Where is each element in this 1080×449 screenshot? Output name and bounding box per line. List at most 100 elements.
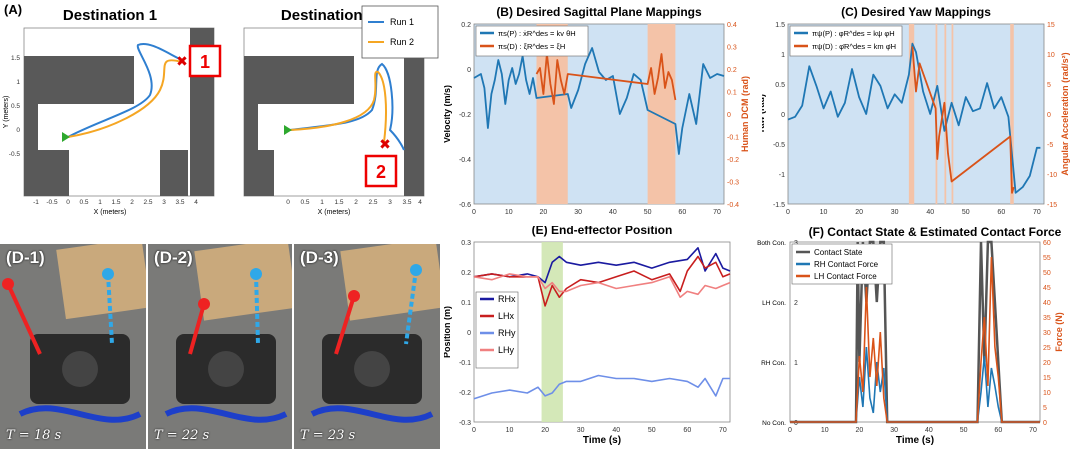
photo-d1-scene <box>0 244 146 449</box>
photo-d3: (D-3) T = 23 s <box>294 244 440 449</box>
dest1-goal-x: ✖ <box>176 53 188 69</box>
ytick-right-label: -0.4 <box>727 202 739 209</box>
xtick-label: 0 <box>472 427 476 434</box>
y-axis-right-label: Angular Acceleration (rad/s²) <box>1060 52 1070 175</box>
chart-b: (B) Desired Sagittal Plane Mappings 0.2 0 -… <box>444 5 750 216</box>
panel-a-label: (A) <box>4 2 23 17</box>
series-line--s-p- <box>473 47 725 155</box>
ytick-right-label: -10 <box>1047 172 1057 179</box>
dest1-title: Destination 1 <box>63 7 157 24</box>
ytick-right-label: -0.1 <box>727 135 739 142</box>
photo-d3-time: T = 23 s <box>300 428 356 443</box>
svg-text:1.5: 1.5 <box>111 199 120 206</box>
xtick-label: 10 <box>821 427 829 434</box>
xtick-label: 30 <box>577 427 585 434</box>
xtick-label: 60 <box>994 427 1002 434</box>
ytick-label: 0.2 <box>461 270 471 277</box>
ytick-right-label: 20 <box>1043 360 1051 367</box>
legend-box <box>475 25 589 57</box>
ytick-right-label: 0.4 <box>727 22 737 29</box>
ytick-right-label: 55 <box>1043 255 1051 262</box>
ytick-right-label: -0.2 <box>727 157 739 164</box>
svg-text:2.5: 2.5 <box>368 199 377 206</box>
xtick-label: 20 <box>540 209 548 216</box>
xtick-label: 40 <box>609 209 617 216</box>
xtick-label: 20 <box>855 209 863 216</box>
series-line--p- <box>787 42 1041 194</box>
xtick-label: 70 <box>719 427 727 434</box>
ytick-label: -0.2 <box>459 112 471 119</box>
x-axis-label: Time (s) <box>583 435 621 446</box>
xtick-label: 60 <box>997 209 1005 216</box>
ytick-right-label: -15 <box>1047 202 1057 209</box>
dest2-wall-mid <box>244 96 354 104</box>
legend-box <box>475 291 519 369</box>
ytick-label: 0.1 <box>461 300 471 307</box>
dest1-marker-number: 1 <box>200 52 210 72</box>
dest1-run2-path <box>67 59 183 138</box>
ytick-label: 0 <box>467 67 471 74</box>
legend-label: πψ(D) : φ̈R^des = km φ̈H <box>812 42 896 51</box>
ytick-label: 2 <box>794 300 798 307</box>
ytick-label: 1.5 <box>775 22 785 29</box>
y-axis-label: Velocity (m/s) <box>444 85 452 143</box>
photo-d2-label: (D-2) <box>154 248 193 267</box>
series-line--d- <box>911 46 1015 194</box>
xtick-label: 40 <box>926 209 934 216</box>
xtick-label: 10 <box>506 427 514 434</box>
svg-text:1: 1 <box>320 199 324 206</box>
ytick-label: -0.5 <box>773 142 785 149</box>
xtick-label: 40 <box>925 427 933 434</box>
svg-text:-0.5: -0.5 <box>46 199 58 206</box>
dest2-marker-number: 2 <box>376 162 386 182</box>
ytick-label: -0.2 <box>459 390 471 397</box>
y-axis-right-label: Human DCM (rad) <box>740 76 750 152</box>
svg-text:0: 0 <box>16 127 20 134</box>
dest1-ylabel: Y (meters) <box>3 96 10 129</box>
svg-text:0.5: 0.5 <box>300 199 309 206</box>
state-tick-label: No Con. <box>762 420 786 427</box>
legend-label: RHx <box>498 294 516 304</box>
ytick-right-label: -5 <box>1047 142 1053 149</box>
svg-text:0.5: 0.5 <box>79 199 88 206</box>
series-line-contact-state <box>790 240 1040 424</box>
svg-text:3.5: 3.5 <box>402 199 411 206</box>
legend-run1-label: Run 1 <box>390 17 414 27</box>
chart-c: (C) Desired Yaw Mappings 1.5 1 0.5 0 -0.5 -1 -1… <box>762 5 1070 216</box>
svg-text:1: 1 <box>98 199 102 206</box>
svg-text:1: 1 <box>16 79 20 86</box>
panel-a: (A) Destination 1 ✖ 1 1.5 1 0.5 0 -0.5 -… <box>0 0 440 240</box>
ytick-label: 0 <box>794 420 798 427</box>
legend-label: RHy <box>498 328 516 338</box>
photo-d3-scene <box>294 244 440 449</box>
legend-run2-label: Run 2 <box>390 37 414 47</box>
dest1-wall-top <box>24 56 134 96</box>
chart-title: (C) Desired Yaw Mappings <box>841 5 991 19</box>
xtick-label: 20 <box>541 427 549 434</box>
legend-label: RH Contact Force <box>814 260 879 269</box>
xtick-label: 10 <box>505 209 513 216</box>
xtick-label: 50 <box>644 209 652 216</box>
x-axis-label: Time (s) <box>896 435 934 446</box>
ytick-right-label: 0 <box>1047 112 1051 119</box>
ytick-label: 0.5 <box>775 82 785 89</box>
xtick-label: 60 <box>678 209 686 216</box>
svg-text:4: 4 <box>418 199 422 206</box>
ytick-right-label: 10 <box>1047 52 1055 59</box>
dest1-wall-mid <box>24 96 134 104</box>
dest2-start-marker <box>284 125 292 135</box>
ytick-right-label: 50 <box>1043 270 1051 277</box>
shaded-span-4 <box>1010 24 1014 204</box>
chart-title: (B) Desired Sagittal Plane Mappings <box>496 5 702 19</box>
ytick-right-label: 35 <box>1043 315 1051 322</box>
ytick-right-label: 0.1 <box>727 90 737 97</box>
ytick-label: 0.3 <box>461 240 471 247</box>
xtick-label: 60 <box>683 427 691 434</box>
dest2-marker-box <box>364 154 398 188</box>
ytick-right-label: 0.2 <box>727 67 737 74</box>
dest1-marker-box <box>188 44 222 78</box>
chart-title: (F) Contact State & Estimated Contact Fo… <box>809 226 1062 239</box>
svg-text:0: 0 <box>66 199 70 206</box>
dest2-wall-right <box>404 28 424 196</box>
dest1-start-marker <box>62 132 70 142</box>
